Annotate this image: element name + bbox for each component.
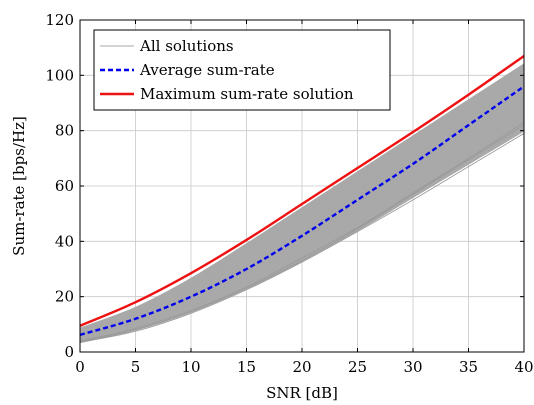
legend-entry-all-solutions: All solutions (139, 37, 234, 55)
solution-curve (79, 121, 525, 342)
x-tick-label: 10 (181, 358, 200, 376)
solution-curve (79, 124, 525, 342)
y-axis-label: Sum-rate [bps/Hz] (10, 116, 28, 256)
x-tick-label: 0 (75, 358, 85, 376)
y-tick-label: 120 (45, 11, 74, 29)
x-tick-label: 5 (131, 358, 141, 376)
average-sum-rate-line (79, 85, 525, 337)
x-tick-label: 25 (348, 358, 367, 376)
solution-curve (79, 63, 525, 330)
legend-entry-average-sum-rate: Average sum-rate (139, 61, 275, 79)
x-tick-label: 35 (459, 358, 478, 376)
all-solutions-band (79, 63, 525, 344)
x-tick-label: 20 (292, 358, 311, 376)
axis-ticks: 0 5 10 15 20 25 30 35 40 0 20 40 60 80 100 120 (45, 11, 533, 376)
y-tick-label: 0 (64, 343, 74, 361)
y-tick-label: 20 (55, 288, 74, 306)
y-tick-label: 60 (55, 177, 74, 195)
maximum-sum-rate-line (79, 54, 525, 327)
y-tick-label: 100 (45, 66, 74, 84)
y-tick-label: 40 (55, 232, 74, 250)
x-tick-label: 15 (237, 358, 256, 376)
y-tick-label: 80 (55, 122, 74, 140)
solution-curve (79, 133, 525, 343)
legend-box (93, 29, 391, 111)
legend-entry-maximum-sum-rate: Maximum sum-rate solution (140, 85, 354, 103)
series-lines (79, 54, 525, 337)
x-axis-label: SNR [dB] (266, 384, 338, 402)
legend: All solutions Average sum-rate Maximum s… (93, 29, 391, 111)
x-tick-label: 40 (514, 358, 533, 376)
x-tick-label: 30 (403, 358, 422, 376)
